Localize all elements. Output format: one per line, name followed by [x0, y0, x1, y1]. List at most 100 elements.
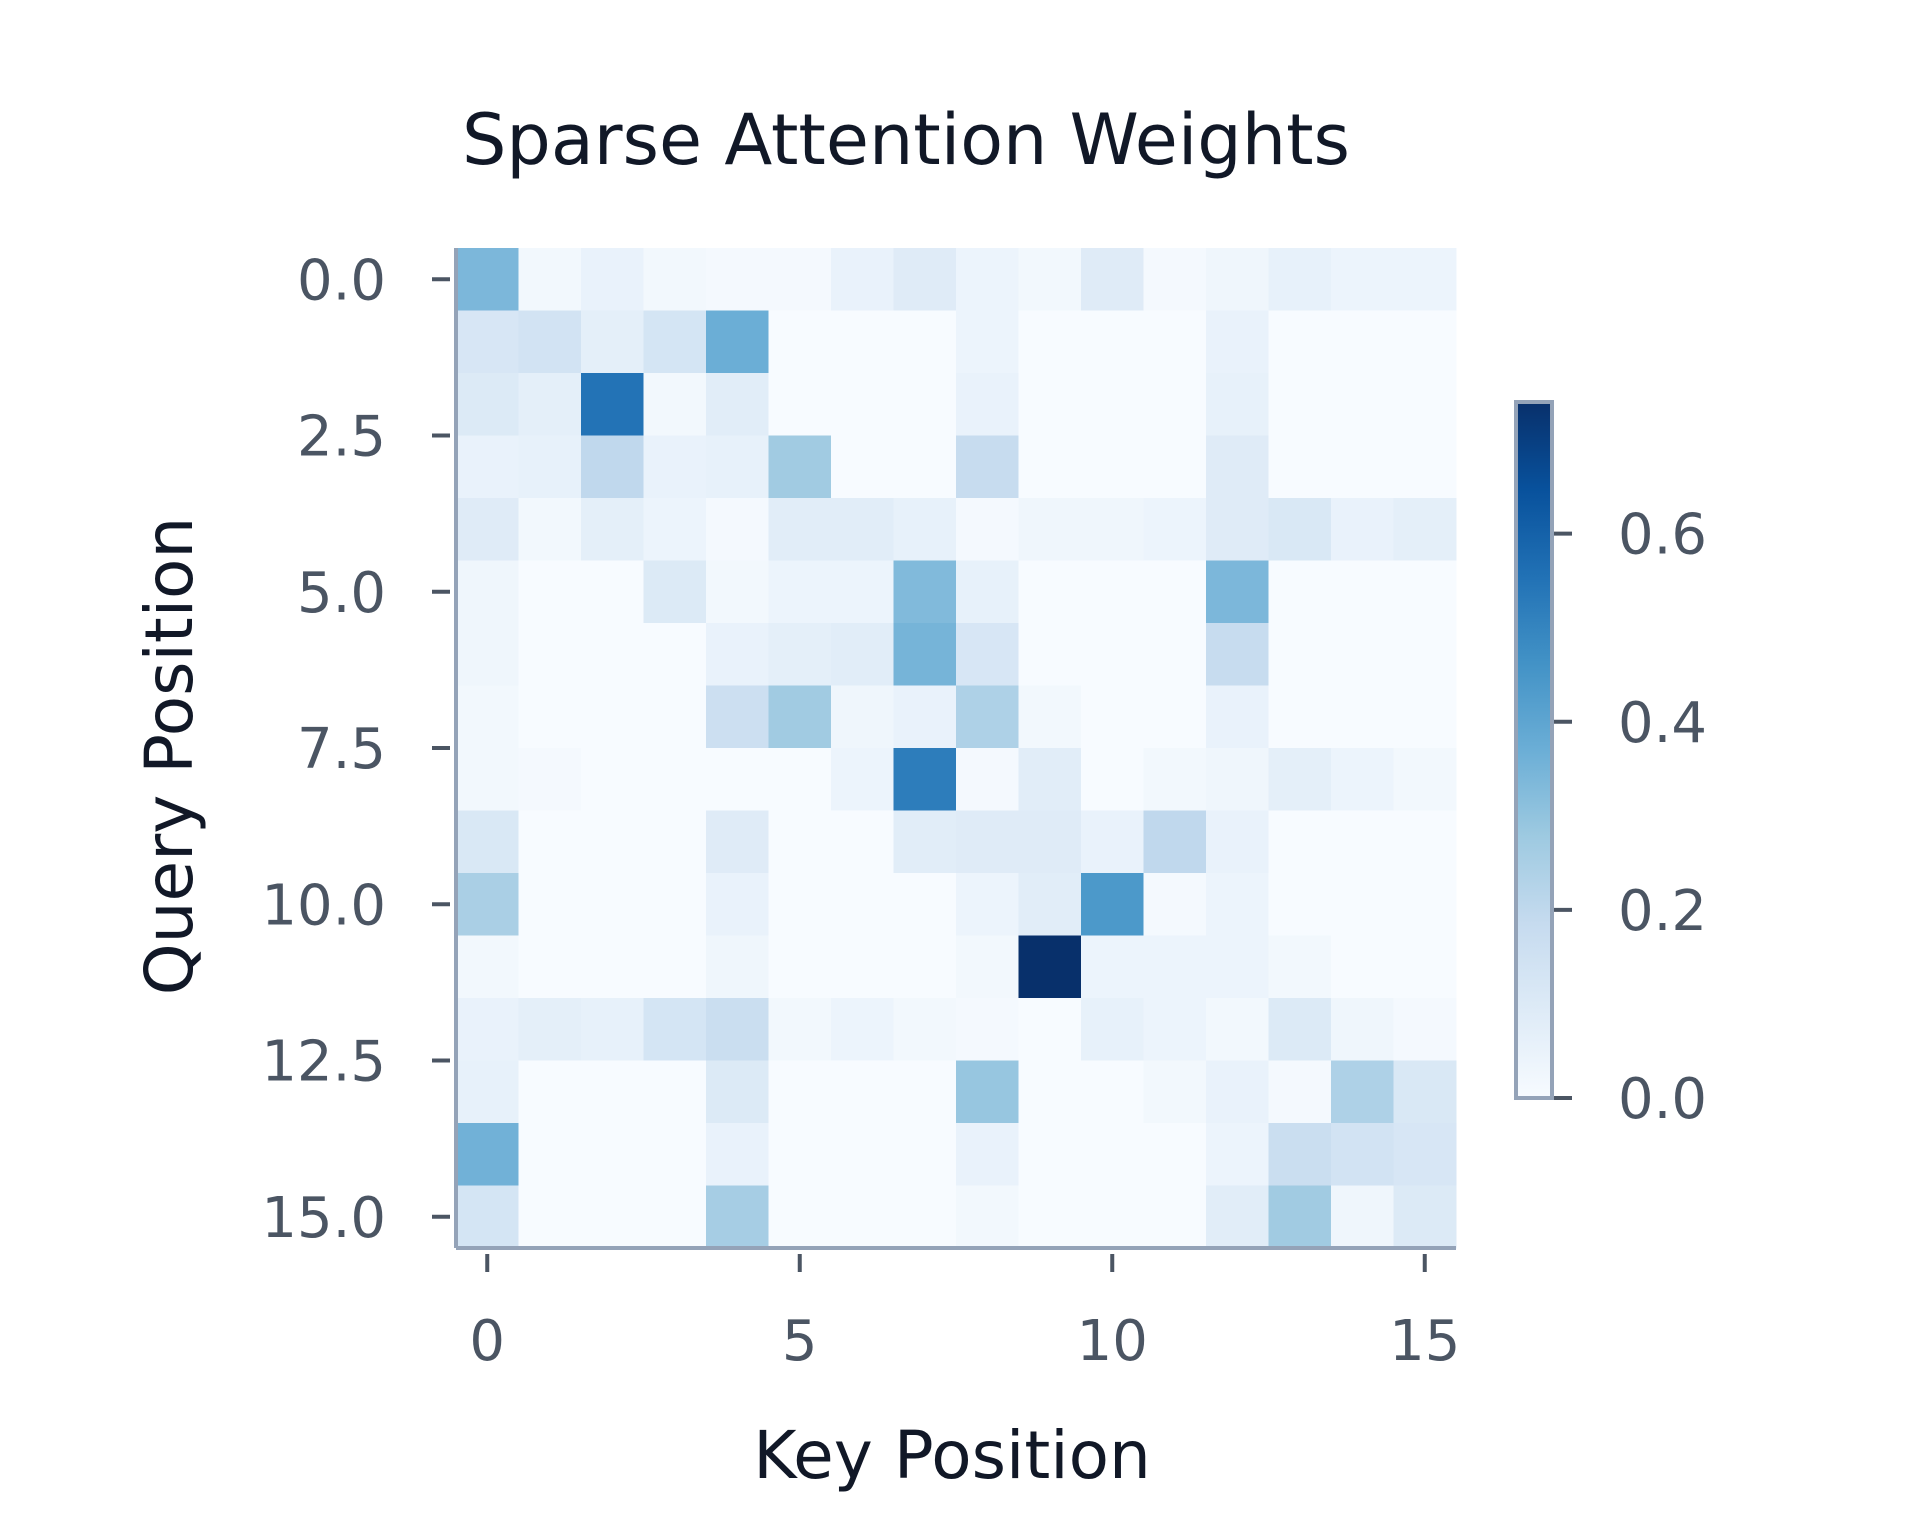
- heatmap-cell: [1206, 935, 1269, 999]
- heatmap-cell: [1081, 623, 1144, 686]
- heatmap-cell: [1268, 248, 1332, 311]
- heatmap-cell: [518, 810, 582, 874]
- heatmap-cell: [1143, 998, 1207, 1061]
- heatmap-cell: [581, 935, 644, 999]
- heatmap-cell: [456, 873, 519, 936]
- heatmap-cell: [581, 1185, 644, 1249]
- heatmap-cell: [1206, 873, 1269, 936]
- heatmap-cell: [643, 748, 707, 811]
- y-tick-label: 5.0: [297, 561, 386, 626]
- x-axis-ticks: 0 5 10 15: [469, 1254, 1460, 1374]
- colorbar-tick-label: 0.0: [1618, 1067, 1707, 1132]
- heatmap-cell: [893, 810, 957, 874]
- heatmap-cell: [518, 560, 582, 624]
- heatmap-cell: [1206, 685, 1269, 749]
- heatmap-cell: [1331, 1185, 1394, 1249]
- heatmap-cell: [456, 560, 519, 624]
- heatmap-cell: [1268, 1060, 1332, 1124]
- heatmap-cell: [518, 1123, 582, 1186]
- heatmap-cell: [1393, 1185, 1457, 1249]
- heatmap-cell: [768, 623, 832, 686]
- heatmap-cell: [831, 623, 894, 686]
- heatmap-cell: [1206, 248, 1269, 311]
- heatmap-cell: [956, 1060, 1019, 1124]
- heatmap-cell: [1081, 435, 1144, 499]
- heatmap-cell: [581, 248, 644, 311]
- heatmap-cell: [768, 560, 832, 624]
- heatmap-cell: [1206, 623, 1269, 686]
- heatmap-cell: [643, 685, 707, 749]
- heatmap-cell: [456, 998, 519, 1061]
- heatmap-cell: [1268, 498, 1332, 561]
- heatmap-cell: [1081, 810, 1144, 874]
- heatmap-cell: [831, 998, 894, 1061]
- heatmap-cell: [1018, 1123, 1082, 1186]
- heatmap-cell: [831, 1060, 894, 1124]
- heatmap-cell: [1206, 435, 1269, 499]
- heatmap-cell: [1018, 248, 1082, 311]
- heatmap-cell: [1268, 935, 1332, 999]
- heatmap-cell: [706, 310, 769, 374]
- colorbar-ticks: 0.0 0.2 0.4 0.6: [1554, 503, 1707, 1132]
- heatmap-cell: [1081, 748, 1144, 811]
- heatmap-cell: [831, 1185, 894, 1249]
- heatmap-cell: [1393, 560, 1457, 624]
- heatmap-cell: [643, 998, 707, 1061]
- heatmap-cell: [1331, 685, 1394, 749]
- heatmap-cell: [893, 1185, 957, 1249]
- heatmap-cell: [456, 1123, 519, 1186]
- x-tick-label: 15: [1389, 1309, 1460, 1374]
- heatmap-cell: [456, 373, 519, 436]
- heatmap-cell: [956, 935, 1019, 999]
- heatmap-cell: [706, 1185, 769, 1249]
- heatmap-cell: [956, 810, 1019, 874]
- heatmap-cell: [456, 685, 519, 749]
- x-tick-label: 5: [782, 1309, 818, 1374]
- heatmap-cell: [706, 498, 769, 561]
- heatmap-cell: [581, 435, 644, 499]
- heatmap-cell: [893, 373, 957, 436]
- heatmap-cell: [1081, 310, 1144, 374]
- heatmap-cell: [1143, 685, 1207, 749]
- heatmap-cell: [643, 310, 707, 374]
- heatmap-cell: [1393, 435, 1457, 499]
- heatmap-cell: [1268, 748, 1332, 811]
- heatmap-cell: [456, 498, 519, 561]
- heatmap-cell: [1393, 1123, 1457, 1186]
- heatmap-cell: [1268, 560, 1332, 624]
- heatmap-cell: [1393, 998, 1457, 1061]
- heatmap-cell: [518, 373, 582, 436]
- heatmap-cell: [1393, 810, 1457, 874]
- heatmap-cell: [768, 310, 832, 374]
- heatmap-cell: [1331, 810, 1394, 874]
- heatmap-cell: [1268, 873, 1332, 936]
- heatmap-cell: [1143, 935, 1207, 999]
- heatmap-cell: [956, 1185, 1019, 1249]
- heatmap-cell: [1081, 373, 1144, 436]
- heatmap-cell: [1143, 310, 1207, 374]
- heatmap-cell: [643, 373, 707, 436]
- chart-title: Sparse Attention Weights: [462, 99, 1350, 181]
- colorbar-tick-label: 0.4: [1618, 691, 1707, 756]
- x-tick-label: 0: [469, 1309, 505, 1374]
- heatmap-cell: [1018, 373, 1082, 436]
- heatmap-cell: [893, 560, 957, 624]
- y-tick-label: 0.0: [297, 248, 386, 313]
- heatmap-cell: [893, 1060, 957, 1124]
- heatmap-cell: [1331, 560, 1394, 624]
- heatmap-cell: [581, 310, 644, 374]
- heatmap-cell: [893, 248, 957, 311]
- heatmap-cell: [768, 998, 832, 1061]
- heatmap-cell: [581, 1060, 644, 1124]
- heatmap-cell: [1206, 310, 1269, 374]
- heatmap-cell: [831, 748, 894, 811]
- heatmap-cell: [1393, 248, 1457, 311]
- heatmap-cell: [1018, 310, 1082, 374]
- heatmap-cell: [1331, 935, 1394, 999]
- heatmap-cell: [1268, 435, 1332, 499]
- heatmap-cell: [1331, 248, 1394, 311]
- heatmap-cell: [956, 685, 1019, 749]
- heatmap-cell: [518, 248, 582, 311]
- heatmap-cell: [1081, 498, 1144, 561]
